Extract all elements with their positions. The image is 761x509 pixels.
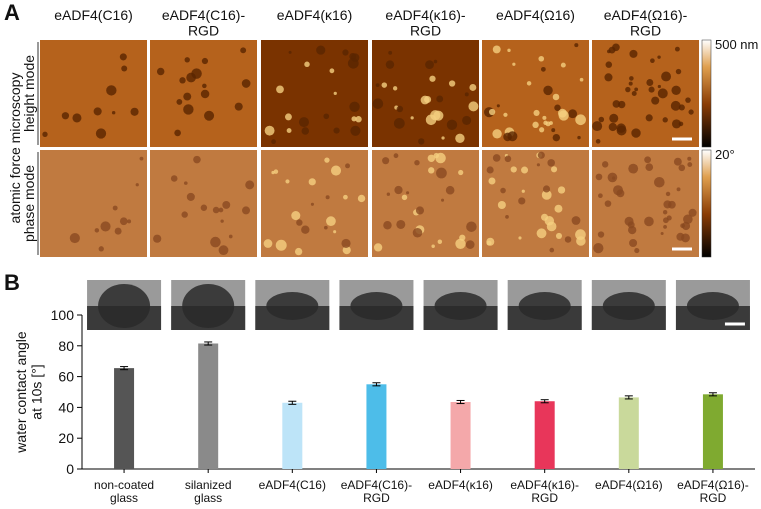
y-axis-title: water contact angleat 10s [°] [13, 331, 44, 454]
droplet [686, 292, 739, 320]
row-label: phase mode [21, 165, 37, 242]
bar [366, 384, 387, 469]
column-label: eADF4(κ16)-RGD [385, 7, 465, 38]
column-label: eADF4(κ16) [277, 7, 352, 23]
x-tick-label: silanized glass [185, 478, 232, 505]
afm-image [261, 150, 368, 257]
color-bar-label: 500 nm [715, 37, 758, 52]
column-label: eADF4(C16) [54, 7, 133, 23]
x-tick-label: eADF4(C16)-RGD [341, 478, 412, 505]
droplet [182, 284, 235, 328]
afm-image [150, 40, 257, 147]
bar [702, 394, 723, 469]
afm-image [482, 150, 589, 257]
droplet [434, 292, 487, 320]
color-bar [701, 39, 712, 148]
column-label: eADF4(C16)-RGD [162, 7, 246, 38]
afm-image [261, 40, 368, 147]
droplet [602, 292, 655, 320]
afm-image [482, 40, 589, 147]
x-tick-label: eADF4(κ16)-RGD [510, 478, 579, 505]
afm-image [372, 40, 479, 147]
panel-label: B [4, 270, 20, 295]
color-bar [701, 149, 712, 258]
bar [198, 343, 219, 469]
droplet [350, 292, 403, 320]
row-label: height mode [21, 55, 37, 132]
y-tick-label: 80 [58, 338, 74, 354]
column-label: eADF4(Ω16) [496, 7, 575, 23]
x-tick-label: eADF4(Ω16) [595, 478, 663, 492]
y-tick-label: 40 [58, 399, 74, 415]
afm-image [372, 150, 479, 257]
panel-label: A [4, 0, 20, 25]
afm-image [592, 150, 699, 257]
bar [282, 402, 303, 469]
y-tick-label: 0 [66, 461, 74, 477]
y-tick-label: 60 [58, 369, 74, 385]
bar [450, 402, 471, 469]
x-tick-label: non-coated glass [94, 478, 154, 505]
droplet [266, 292, 319, 320]
color-bar-label: 20° [715, 147, 735, 162]
y-tick-label: 20 [58, 430, 74, 446]
afm-image [40, 150, 147, 257]
afm-image [592, 40, 699, 147]
afm-image [40, 40, 147, 147]
side-label: atomic force microscopy [7, 73, 23, 224]
afm-image [150, 150, 257, 257]
droplet [518, 292, 571, 320]
y-tick-label: 100 [51, 307, 75, 323]
x-tick-label: eADF4(κ16) [428, 478, 493, 492]
bar [534, 401, 555, 469]
x-tick-label: eADF4(C16) [259, 478, 326, 492]
droplet [98, 284, 151, 328]
bar [114, 368, 135, 469]
x-tick-label: eADF4(Ω16)-RGD [677, 478, 749, 505]
bar [618, 397, 639, 469]
column-label: eADF4(Ω16)-RGD [604, 7, 688, 38]
